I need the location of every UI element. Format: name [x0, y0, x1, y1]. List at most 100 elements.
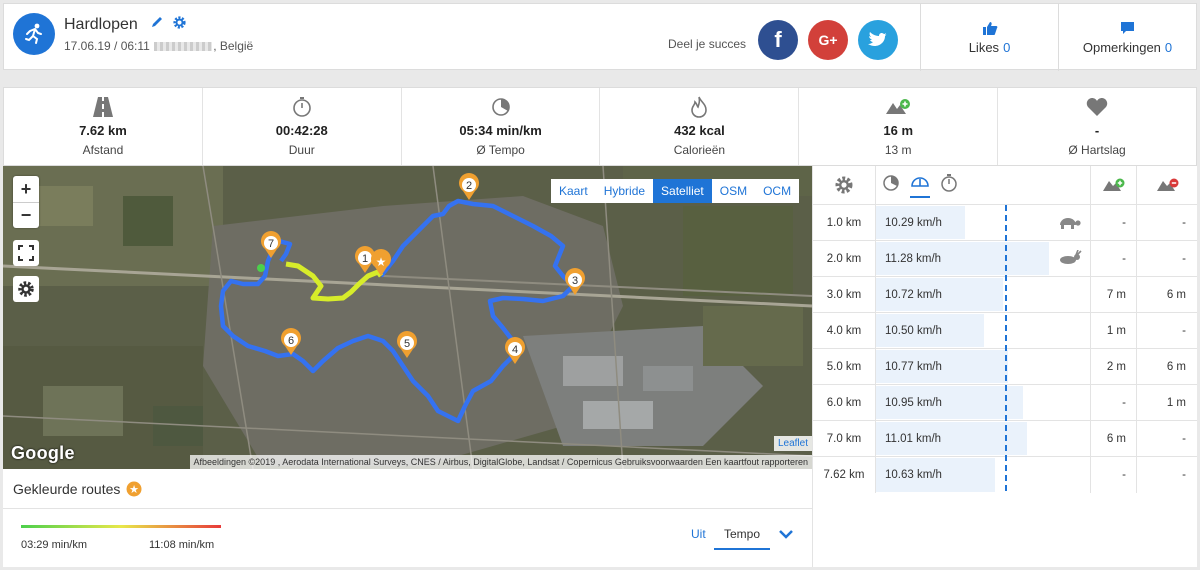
stat-distance: 7.62 km Afstand: [4, 88, 203, 165]
table-settings-button[interactable]: [813, 166, 875, 204]
layer-satelliet[interactable]: Satelliet: [653, 179, 712, 203]
comment-icon: [1121, 21, 1134, 34]
split-descent: -: [1182, 216, 1186, 229]
route-color-off[interactable]: Uit: [691, 527, 706, 541]
average-speed-line: [1005, 205, 1007, 491]
twitter-share-button[interactable]: [858, 20, 898, 60]
stopwatch-icon: [292, 96, 312, 118]
splits-table-body: 1.0 km 10.29 km/h - -2.0 km 11.28 km/h - -3.0 …: [813, 205, 1197, 493]
split-speed: 11.01 km/h: [885, 432, 942, 445]
split-ascent: -: [1091, 385, 1137, 420]
split-descent: -: [1182, 324, 1186, 337]
route-path: [218, 198, 576, 424]
marker-3[interactable]: 3: [565, 268, 585, 295]
split-ascent: -: [1091, 241, 1137, 276]
marker-2[interactable]: 2: [459, 173, 479, 200]
stat-value: -: [1094, 123, 1100, 138]
table-row[interactable]: 3.0 km 10.72 km/h 7 m 6 m: [813, 277, 1197, 313]
split-distance: 7.0 km: [826, 432, 862, 445]
split-descent: -: [1182, 252, 1186, 265]
ascent-column-icon: [1091, 166, 1137, 204]
marker-5[interactable]: 5: [397, 331, 418, 358]
running-icon: [13, 13, 55, 55]
speed-tab[interactable]: [910, 173, 930, 198]
split-ascent: 6 m: [1091, 421, 1137, 456]
edit-icon[interactable]: [150, 15, 164, 35]
start-marker[interactable]: ★: [371, 249, 391, 276]
descent-column-icon: [1137, 166, 1198, 204]
divider: [1058, 4, 1059, 71]
layer-kaart[interactable]: Kaart: [559, 184, 588, 198]
speed-bar: [876, 206, 965, 239]
split-speed: 10.63 km/h: [885, 469, 942, 481]
split-distance: 2.0 km: [826, 252, 862, 265]
chevron-down-icon[interactable]: [778, 527, 794, 545]
table-row[interactable]: 7.62 km 10.63 km/h - -: [813, 457, 1197, 493]
stat-pace: 05:34 min/km Ø Tempo: [402, 88, 601, 165]
svg-text:4: 4: [512, 344, 518, 356]
likes-button[interactable]: Likes 0: [921, 4, 1058, 71]
marker-4[interactable]: 4: [505, 337, 525, 364]
split-distance: 6.0 km: [826, 396, 862, 409]
share-label: Deel je succes: [668, 37, 747, 51]
activity-date-location: 17.06.19 / 06:11 , België: [64, 39, 253, 53]
fullscreen-button[interactable]: [13, 240, 39, 266]
map-settings-button[interactable]: [13, 276, 39, 302]
rabbit-icon: [1056, 249, 1082, 269]
elevation-icon: [885, 96, 911, 118]
split-speed-cell: 11.28 km/h: [875, 241, 1091, 276]
pace-max-label: 11:08 min/km: [149, 539, 215, 551]
table-row[interactable]: 6.0 km 10.95 km/h - 1 m: [813, 385, 1197, 421]
layer-ocm[interactable]: OCM: [763, 184, 792, 198]
speed-bar: [876, 386, 1023, 419]
marker-6[interactable]: 6: [281, 328, 301, 355]
road-icon: [92, 96, 114, 118]
zoom-in-button[interactable]: +: [20, 178, 32, 199]
divider: [920, 4, 921, 71]
layer-osm[interactable]: OSM: [719, 184, 748, 198]
stat-value: 7.62 km: [79, 123, 127, 138]
comments-label: Opmerkingen: [1082, 39, 1161, 55]
layer-hybride[interactable]: Hybride: [603, 184, 646, 198]
google-logo: Google: [11, 443, 75, 463]
stat-calories: 432 kcal Calorieën: [600, 88, 800, 165]
split-speed-cell: 10.77 km/h: [875, 349, 1091, 384]
stat-value: 16 m: [883, 123, 914, 138]
split-speed-cell: 10.50 km/h: [875, 313, 1091, 348]
split-ascent: 7 m: [1091, 277, 1137, 312]
split-descent: 6 m: [1166, 360, 1186, 373]
google-plus-share-button[interactable]: G+: [808, 20, 848, 60]
colored-routes-panel: Gekleurde routes ★ 03:29 min/km 11:08 mi…: [3, 469, 812, 567]
route-map[interactable]: 7 1 ★ 2 3 4 5 6 + − Kaart Hybride Satell…: [3, 166, 812, 469]
blurred-location: [154, 42, 213, 52]
split-speed: 10.72 km/h: [885, 288, 942, 301]
split-ascent: -: [1091, 457, 1137, 493]
facebook-share-button[interactable]: f: [758, 20, 798, 60]
speed-bar: [876, 242, 1049, 275]
pace-tab[interactable]: [882, 174, 900, 197]
route-color-tempo[interactable]: Tempo: [714, 527, 771, 550]
split-speed: 10.50 km/h: [885, 324, 942, 337]
comments-button[interactable]: Opmerkingen 0: [1059, 4, 1196, 71]
marker-1[interactable]: 1: [354, 246, 376, 273]
speed-bar: [876, 422, 1027, 455]
stat-label: Calorieën: [673, 143, 726, 157]
route-highlight: [285, 261, 383, 302]
split-descent: 6 m: [1166, 288, 1186, 301]
marker-7[interactable]: 7: [261, 231, 281, 258]
split-speed-cell: 11.01 km/h: [875, 421, 1091, 456]
gear-icon: [835, 176, 853, 194]
split-speed: 10.29 km/h: [885, 216, 942, 229]
gear-icon[interactable]: [172, 15, 187, 35]
zoom-out-button[interactable]: −: [13, 202, 39, 228]
pace-min-label: 03:29 min/km: [21, 539, 88, 551]
stopwatch-tab[interactable]: [940, 173, 958, 198]
map-attribution: Afbeeldingen ©2019 , Aerodata Internatio…: [189, 455, 812, 469]
split-ascent: -: [1091, 205, 1137, 240]
comments-count: 0: [1164, 39, 1173, 55]
pace-icon: [491, 96, 511, 118]
heart-icon: [1086, 96, 1108, 118]
leaflet-link[interactable]: Leaflet: [773, 436, 812, 451]
turtle-icon: [1056, 214, 1082, 233]
split-ascent: 2 m: [1091, 349, 1137, 384]
